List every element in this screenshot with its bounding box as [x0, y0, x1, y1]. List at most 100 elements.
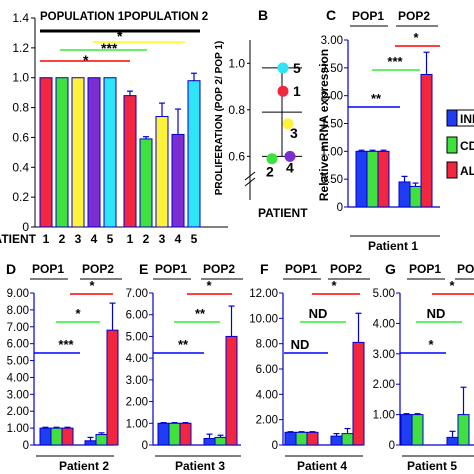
panel-bar [214, 436, 227, 446]
panel-bar [61, 427, 74, 446]
panel-a-x-tick-label: 5 [191, 232, 198, 246]
panel-significance-label: * [428, 337, 434, 352]
panel-y-tick-label: 4.00 [373, 318, 395, 330]
panel-y-tick-label: 7.00 [7, 322, 29, 334]
panel-y-tick-label: 2.00 [7, 406, 29, 418]
panel-y-tick-label: 6.00 [7, 339, 29, 351]
panel-group-label: POP1 [155, 262, 187, 276]
panel-y-tick-label: 3.00 [321, 35, 343, 47]
panel-y-tick-label: 3.00 [373, 349, 395, 361]
panel-bar [84, 440, 97, 446]
panel-a-x-tick-label: 5 [107, 232, 114, 246]
panel-a-xlabel: PATIENT [0, 232, 37, 246]
panel-b-axis-break [244, 171, 256, 181]
panel-a-x-tick-label: 3 [159, 232, 166, 246]
panel-a-x-tick-label: 1 [127, 232, 134, 246]
panel-bar [409, 185, 422, 208]
panel-bar [179, 422, 192, 446]
panel-bar [341, 433, 354, 446]
panel-bar [330, 435, 343, 446]
panel-b-point-label: 5 [293, 60, 301, 76]
panel-b-y-tick-label: 1.0 [228, 56, 245, 70]
panel-b-point-label: 3 [290, 125, 298, 141]
panel-a-bar [39, 77, 53, 228]
panel-y-tick-label: 6.00 [126, 310, 148, 322]
panel-group-label: POP2 [457, 262, 474, 276]
panel-b-point [277, 85, 289, 97]
panel-y-tick-label: 0.50 [321, 174, 343, 186]
panel-bar [355, 150, 368, 208]
panel-a-y-tick-label: 0 [22, 220, 29, 234]
panel-a-significance-label: * [117, 26, 123, 42]
panel-bar [39, 427, 52, 446]
panel-y-tick-label: 1.50 [321, 119, 343, 131]
panel-bar [50, 427, 63, 446]
panel-bar [306, 431, 319, 446]
panel-a-bar [155, 116, 169, 228]
panel-y-tick-label: 3.00 [126, 375, 148, 387]
panel-e-letter: E [139, 261, 148, 277]
panel-a-x-tick-label: 1 [43, 232, 50, 246]
panel-patient-label: Patient 5 [407, 459, 457, 473]
panel-bar [295, 431, 308, 446]
panel-y-tick-label: 2.00 [256, 415, 278, 427]
panel-a-y-tick-label: 1.2 [12, 41, 29, 55]
panel-y-tick-label: 1.00 [126, 418, 148, 430]
panel-y-tick-label: 8.00 [256, 339, 278, 351]
legend-swatch [446, 136, 458, 154]
panel-group-label: POP1 [409, 262, 441, 276]
panel-bar [400, 414, 413, 446]
panel-a-bar [139, 138, 153, 228]
panel-b-point [284, 150, 296, 162]
panel-y-tick-label: 1.00 [373, 410, 395, 422]
legend-label: ALI [460, 164, 474, 178]
panel-bar [106, 329, 119, 446]
panel-y-tick-label: 5.00 [7, 356, 29, 368]
panel-significance-label: * [89, 278, 95, 293]
panel-a-y-tick-label: 0.8 [12, 101, 29, 115]
panel-y-tick-label: 2.50 [321, 63, 343, 75]
panel-a-bar [87, 77, 101, 228]
panel-y-tick-label: 0 [337, 202, 343, 214]
panel-y-tick-label: 1.00 [7, 423, 29, 435]
panel-y-tick-label: 12.00 [249, 288, 278, 300]
panel-b-point [277, 62, 289, 74]
panel-a-y-tick-label: 0.2 [12, 190, 29, 204]
panel-group-label: POP1 [285, 262, 317, 276]
panel-significance-label: * [449, 278, 455, 293]
panel-bar [168, 422, 181, 446]
panel-a-y-tick-label: 0.4 [12, 160, 29, 174]
panel-b-axis-break [244, 177, 256, 187]
panel-bar [377, 150, 390, 208]
panel-group-label: POP2 [330, 262, 362, 276]
panel-a-bar [103, 77, 117, 228]
panel-y-tick-label: 5.00 [373, 288, 395, 300]
panel-b-point-label: 2 [266, 164, 274, 180]
panel-y-tick-label: 5.00 [126, 331, 148, 343]
legend-swatch [446, 109, 458, 127]
panel-y-tick-label: 8.00 [7, 305, 29, 317]
panel-a-bar [55, 77, 69, 228]
panel-y-tick-label: 1.00 [321, 146, 343, 158]
panel-a-x-tick-label: 4 [175, 232, 182, 246]
panel-bar [157, 422, 170, 446]
panel-y-tick-label: 4.00 [126, 353, 148, 365]
panel-patient-label: Patient 1 [368, 239, 418, 253]
panel-significance-label: ND [427, 306, 446, 321]
panel-a-significance-label: * [117, 28, 123, 44]
panel-bar [203, 437, 216, 446]
panel-bar [411, 414, 424, 446]
panel-a-group-label: POPULATION 1 [40, 11, 125, 23]
panel-b-y-tick-label: 0.6 [228, 149, 245, 163]
panel-a-bar [71, 77, 85, 228]
panel-y-tick-label: 0 [142, 440, 148, 452]
panel-a-group-label: POPULATION 2 [124, 11, 208, 23]
panel-bar [352, 341, 365, 446]
panel-bar [457, 414, 470, 446]
panel-y-tick-label: 0 [272, 440, 278, 452]
panel-group-label: POP1 [352, 9, 384, 23]
panel-y-tick-label: 7.00 [126, 288, 148, 300]
panel-y-tick-label: 0 [23, 440, 29, 452]
panel-group-label: POP1 [32, 262, 64, 276]
